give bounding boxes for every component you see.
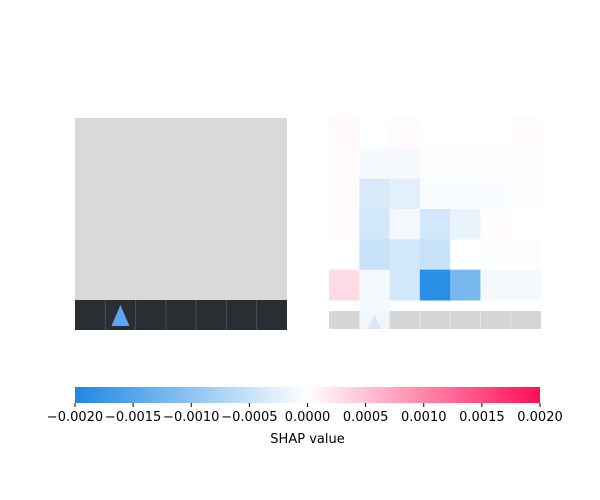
heatmap-cell — [419, 178, 451, 210]
strip-cell — [135, 300, 166, 330]
strip-cell — [196, 300, 227, 330]
colorbar-gradient — [75, 387, 540, 403]
strip-cell — [226, 300, 257, 330]
colorbar: −0.0020 −0.0015 −0.0010 −0.0005 0.0000 0.0005… — [47, 387, 563, 447]
heatmap-cell — [450, 178, 481, 210]
input-image-panel — [75, 118, 287, 330]
colorbar-tick-label: −0.0010 — [163, 410, 219, 425]
triangle-marker-icon — [111, 305, 130, 326]
heatmap-cell — [450, 269, 481, 301]
heatmap-cell — [480, 239, 512, 271]
colorbar-tick-label: 0.0020 — [517, 410, 563, 425]
heatmap-cell — [329, 178, 360, 210]
input-image-strip — [75, 300, 287, 330]
heatmap-cell — [450, 148, 481, 180]
heatmap-cell — [450, 118, 481, 149]
heatmap-cell — [419, 239, 451, 271]
heatmap-cell — [389, 239, 421, 271]
heatmap-cell — [359, 118, 391, 149]
heatmap-cells — [329, 118, 542, 301]
heatmap-cell — [419, 209, 451, 240]
heatmap-cell — [359, 209, 391, 240]
input-image-background — [75, 118, 287, 300]
colorbar-tick-label: −0.0020 — [47, 410, 103, 425]
heatmap-cell — [329, 118, 360, 149]
heatmap-cell — [389, 148, 421, 180]
colorbar-tick-label: −0.0005 — [221, 410, 277, 425]
heatmap-cell — [419, 269, 451, 301]
heatmap-cell — [329, 209, 360, 240]
heatmap-cell — [450, 239, 481, 271]
heatmap-cell — [359, 269, 391, 301]
heatmap-cell — [480, 118, 512, 149]
heatmap-cell — [480, 269, 512, 301]
colorbar-tick-label: 0.0000 — [285, 410, 331, 425]
colorbar-tick-label: 0.0015 — [459, 410, 505, 425]
heatmap-strip — [329, 300, 541, 329]
heatmap-cell — [389, 178, 421, 210]
heatmap-cell — [359, 178, 391, 210]
colorbar-label: SHAP value — [270, 432, 344, 447]
heatmap-cell — [510, 118, 542, 149]
heatmap-cell — [510, 209, 542, 240]
strip-cell — [165, 300, 197, 330]
heatmap-cell — [480, 178, 512, 210]
heatmap-cell — [389, 269, 421, 301]
heatmap-cell — [359, 239, 391, 271]
colorbar-tick-label: 0.0005 — [343, 410, 389, 425]
colorbar-tick-label: 0.0010 — [401, 410, 447, 425]
heatmap-cell — [510, 239, 542, 271]
heatmap-cell — [389, 209, 421, 240]
colorbar-tick-label: −0.0015 — [105, 410, 161, 425]
heatmap-cell — [419, 148, 451, 180]
strip-cell — [256, 300, 287, 330]
heatmap-cell — [329, 269, 360, 301]
heatmap-cell — [480, 209, 512, 240]
strip-cell — [75, 300, 106, 330]
heatmap-cell — [510, 148, 542, 180]
heatmap-cell — [389, 118, 421, 149]
heatmap-cell — [510, 178, 542, 210]
shap-heatmap-panel — [329, 118, 542, 329]
heatmap-cell — [359, 148, 391, 180]
heatmap-cell — [329, 148, 360, 180]
heatmap-cell — [510, 269, 542, 301]
heatmap-cell — [450, 209, 481, 240]
triangle-marker-icon — [367, 315, 382, 329]
heatmap-cell — [329, 239, 360, 271]
heatmap-cell — [480, 148, 512, 180]
colorbar-ticks: −0.0020 −0.0015 −0.0010 −0.0005 0.0000 0.0005… — [47, 403, 563, 425]
heatmap-cell — [419, 118, 451, 149]
